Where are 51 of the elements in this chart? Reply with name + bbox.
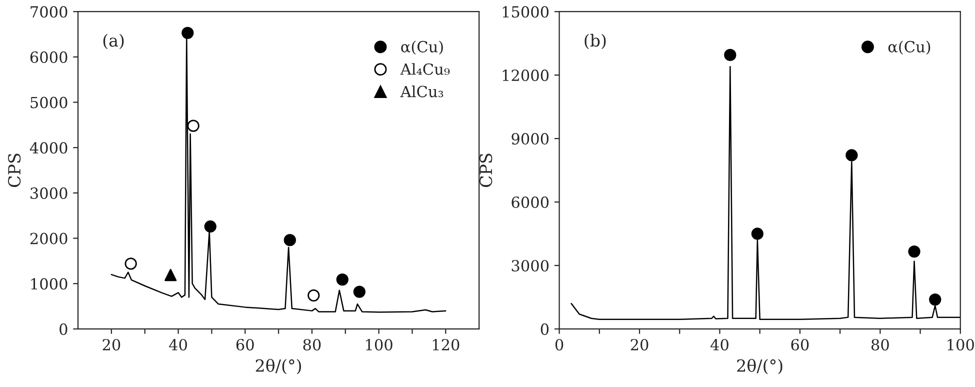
- point: [164, 268, 177, 282]
- legend-label: α(Cu): [401, 40, 443, 55]
- point: [751, 228, 764, 240]
- x-axis-title: 2θ/(°): [737, 358, 782, 374]
- x-axis-title: 2θ/(°): [256, 358, 302, 374]
- y-tick-label: 1000: [31, 278, 68, 290]
- point: [353, 286, 366, 298]
- x-tick-label: 120: [432, 338, 460, 350]
- x-tick-label: 40: [710, 338, 728, 350]
- point: [908, 245, 920, 258]
- point: [204, 220, 216, 233]
- line-series: [570, 66, 960, 320]
- x-tick-label: 60: [236, 338, 254, 350]
- y-tick-label: 6000: [512, 196, 549, 208]
- y-tick-label: 6000: [30, 51, 68, 63]
- legend-label: α(Cu): [888, 40, 930, 55]
- point: [929, 293, 942, 306]
- point: [124, 258, 137, 270]
- point: [724, 48, 736, 62]
- x-tick-label: 80: [871, 338, 889, 350]
- y-axis-title: CPS: [480, 154, 492, 188]
- y-tick-label: 12000: [502, 70, 549, 82]
- legend-label: Al₄Cu₉: [400, 63, 450, 75]
- annotation: (b): [584, 34, 606, 50]
- point: [846, 149, 858, 162]
- x-tick-label: 20: [630, 338, 648, 350]
- x-tick-label: 100: [948, 338, 974, 350]
- y-tick-label: 2000: [30, 232, 68, 244]
- y-tick-label: 15000: [502, 6, 549, 18]
- x-tick-label: 0: [555, 338, 564, 350]
- y-axis-title: CPS: [8, 154, 21, 188]
- x-tick-label: 80: [303, 338, 321, 350]
- x-tick-label: 100: [366, 338, 392, 350]
- point: [284, 234, 296, 246]
- y-tick-label: 0: [540, 323, 549, 335]
- legend-label: AlCu₃: [400, 85, 444, 98]
- point: [187, 120, 200, 132]
- x-tick-label: 20: [102, 338, 120, 350]
- point: [308, 289, 320, 302]
- y-tick-label: 9000: [512, 133, 549, 145]
- y-tick-label: 7000: [30, 6, 68, 18]
- y-tick-label: 0: [60, 323, 68, 335]
- x-tick-label: 40: [169, 338, 187, 350]
- y-tick-label: 3000: [30, 187, 68, 199]
- point: [336, 273, 348, 286]
- y-tick-label: 5000: [30, 96, 68, 108]
- annotation: (a): [103, 34, 124, 50]
- x-tick-label: 60: [791, 338, 809, 350]
- point: [182, 26, 194, 39]
- y-tick-label: 4000: [30, 142, 68, 154]
- y-tick-label: 3000: [512, 260, 549, 272]
